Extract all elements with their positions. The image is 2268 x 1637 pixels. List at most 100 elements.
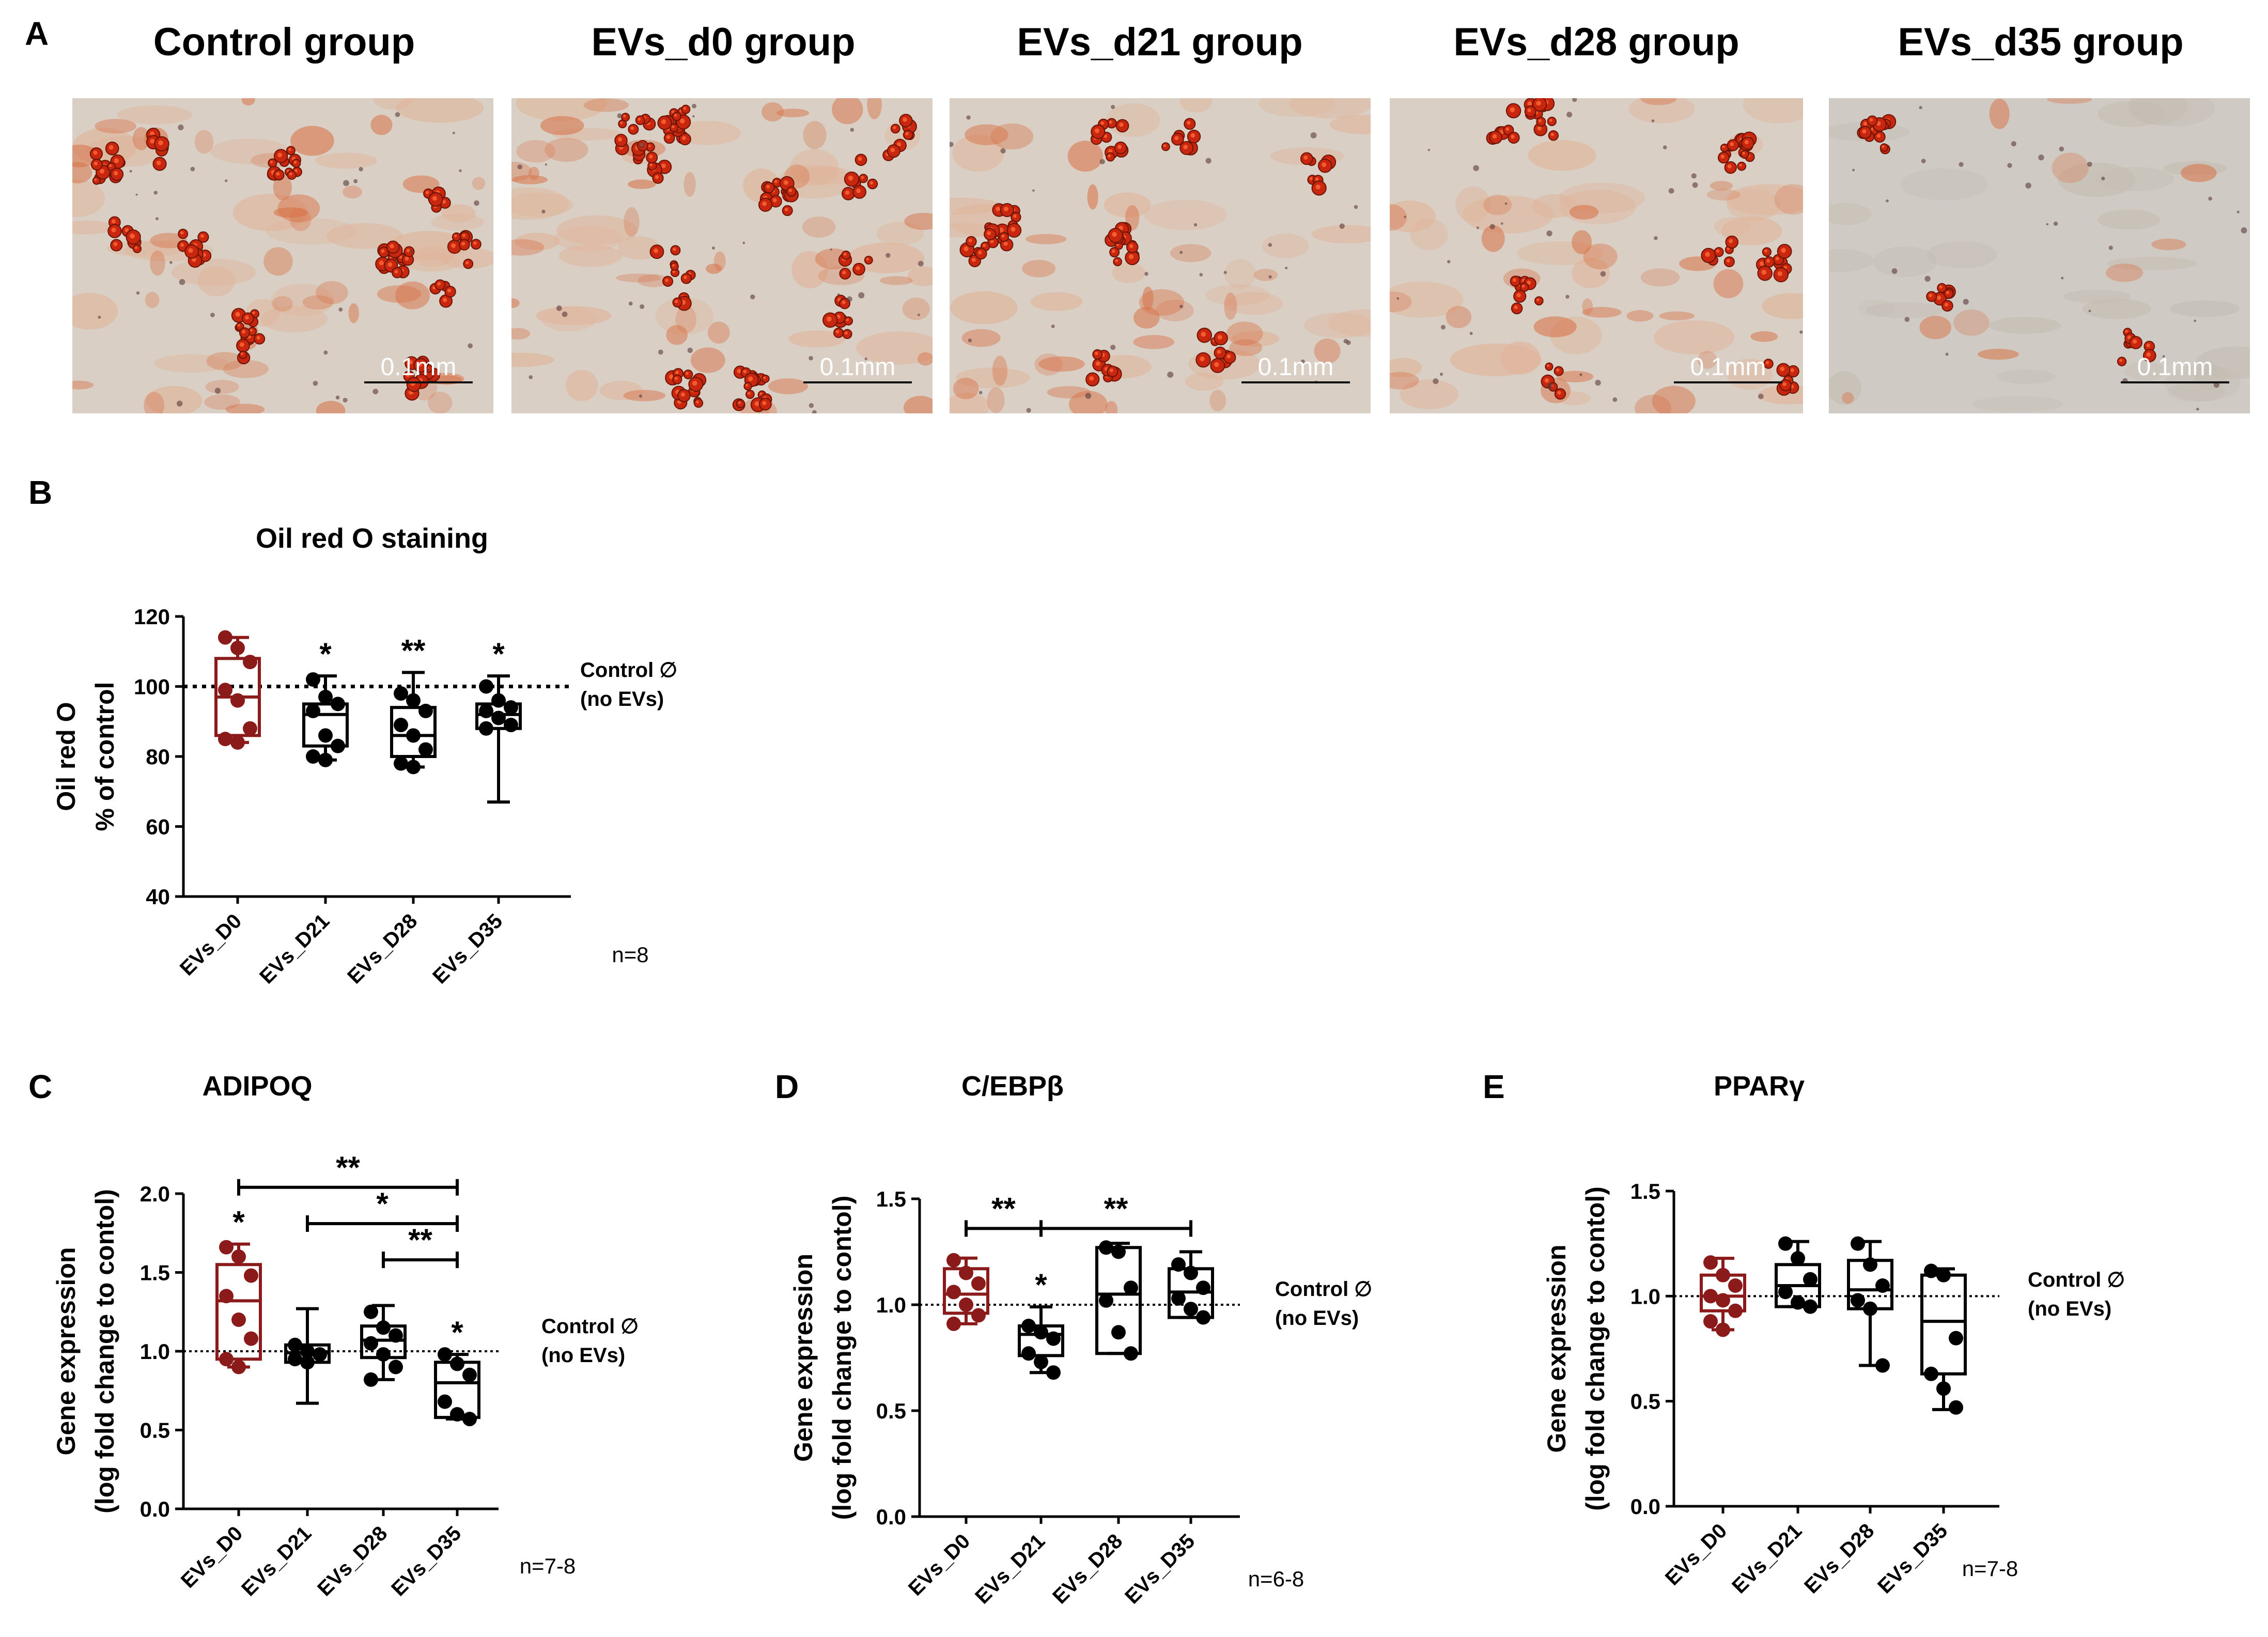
stain-blotch (1067, 141, 1103, 172)
lipid-highlight (1187, 121, 1191, 125)
dark-speck (692, 115, 695, 118)
dark-speck (1612, 397, 1618, 402)
data-point (331, 738, 345, 753)
cell-shape (1259, 98, 1335, 117)
stain-blotch (1087, 184, 1098, 210)
dark-speck (2196, 407, 2199, 411)
cell-shape (799, 166, 855, 185)
data-point (1171, 1291, 1186, 1306)
lipid-highlight (1780, 366, 1785, 372)
y-tick-label-d: 1.5 (876, 1187, 906, 1211)
cell-shape (907, 266, 933, 286)
cell-shape (1400, 379, 1459, 409)
lipid-highlight (1100, 121, 1105, 125)
cell-shape (511, 187, 569, 220)
lipid-highlight (454, 234, 457, 238)
lipid-highlight (671, 110, 675, 114)
box-e-evs-d28 (1847, 1236, 1893, 1373)
cell-shape (788, 330, 846, 348)
stain-blotch (1582, 298, 1593, 315)
panel-letter-c: C (28, 1068, 52, 1105)
stain-blotch (1774, 184, 1803, 215)
stain-blotch (1989, 98, 2010, 129)
lipid-highlight (1190, 133, 1195, 138)
y-tick-label-e: 1.0 (1630, 1284, 1660, 1308)
cell-shape (1628, 98, 1696, 123)
cell-shape (1185, 373, 1223, 391)
lipid-droplet (672, 112, 681, 121)
dark-speck (1339, 223, 1345, 229)
data-point (406, 728, 421, 743)
lipid-highlight (866, 257, 869, 261)
data-point (394, 718, 408, 733)
stain-blotch (1978, 349, 2019, 360)
dark-speck (541, 209, 546, 214)
lipid-highlight (1720, 155, 1725, 159)
stain-blotch (290, 126, 334, 156)
stain-blotch (1626, 310, 1654, 322)
stain-blotch (713, 251, 726, 271)
lipid-highlight (1766, 259, 1770, 263)
data-point (1703, 1289, 1718, 1304)
stain-blotch (511, 298, 520, 308)
lipid-highlight (256, 336, 260, 340)
dark-speck (556, 305, 562, 311)
x-tick-label-e: EVs_D21 (1728, 1519, 1806, 1598)
lipid-highlight (432, 196, 437, 201)
x-tick-label-e: EVs_D28 (1800, 1519, 1878, 1598)
data-point (491, 711, 506, 725)
lipid-highlight (1003, 207, 1008, 211)
dark-speck (1268, 243, 1272, 247)
lipid-highlight (905, 132, 909, 135)
data-point (1171, 1257, 1186, 1272)
data-point (389, 1360, 403, 1375)
lipid-highlight (1782, 382, 1787, 387)
dark-speck (225, 179, 228, 182)
lipid-highlight (661, 119, 666, 125)
dark-speck (1032, 189, 1035, 192)
lipid-highlight (1089, 376, 1094, 381)
lipid-highlight (237, 324, 240, 327)
lipid-highlight (240, 352, 243, 356)
cell-shape (72, 179, 105, 218)
stain-blotch (241, 98, 255, 106)
data-point (946, 1285, 961, 1300)
data-point (1124, 1346, 1138, 1361)
reference-label-b: (no EVs) (580, 688, 664, 711)
data-point (218, 683, 232, 698)
cell-shape (1996, 369, 2056, 384)
lipid-highlight (1119, 122, 1124, 127)
lipid-highlight (1512, 278, 1516, 282)
stain-blotch (2047, 98, 2092, 104)
lipid-highlight (968, 239, 972, 242)
y-axis-label-b: Oil red O (52, 702, 81, 811)
data-point (244, 1331, 258, 1346)
data-point (313, 1347, 327, 1362)
lipid-highlight (842, 300, 846, 304)
lipid-highlight (686, 372, 689, 375)
stain-blotch (302, 295, 334, 310)
lipid-highlight (1201, 332, 1206, 337)
lipid-highlight (465, 261, 469, 265)
data-point (1949, 1400, 1963, 1415)
data-point (230, 735, 245, 750)
data-point (1099, 1293, 1113, 1308)
stain-blotch (1253, 269, 1278, 282)
lipid-highlight (1492, 134, 1497, 138)
stain-blotch (2181, 164, 2217, 182)
dark-speck (640, 304, 645, 309)
stain-blotch (272, 296, 293, 312)
lipid-highlight (675, 370, 679, 375)
stain-blotch (1710, 181, 1733, 191)
cell-shape (146, 385, 203, 413)
micrograph-canvas: 0.1mm (1829, 98, 2250, 413)
cell-shape (396, 98, 484, 123)
panel-letter-d: D (775, 1068, 799, 1105)
lipid-highlight (1929, 294, 1933, 298)
stain-blotch (761, 102, 784, 122)
dark-speck (529, 375, 533, 379)
stain-blotch (1226, 321, 1263, 346)
image-title-control: Control group (153, 20, 415, 64)
lipid-highlight (748, 376, 753, 381)
reference-label-e: Control ∅ (2028, 1269, 2125, 1291)
